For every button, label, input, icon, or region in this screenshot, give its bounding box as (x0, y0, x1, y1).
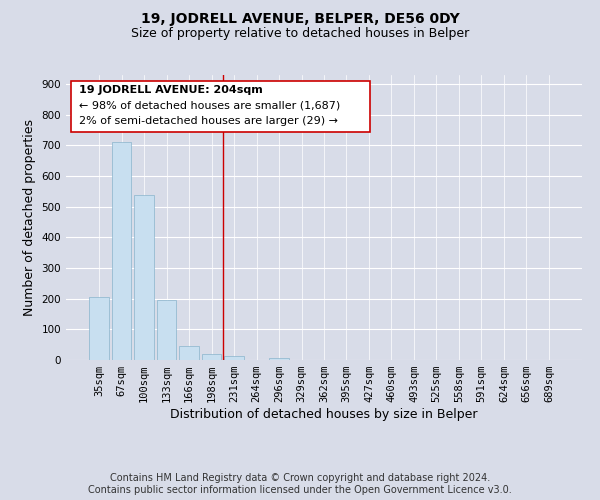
Bar (224, 356, 244, 360)
Bar (179, 346, 199, 360)
Text: Contains HM Land Registry data © Crown copyright and database right 2024.
Contai: Contains HM Land Registry data © Crown c… (88, 474, 512, 495)
Bar (269, 358, 289, 360)
FancyBboxPatch shape (71, 80, 370, 132)
Bar (157, 300, 176, 360)
Text: 2% of semi-detached houses are larger (29) →: 2% of semi-detached houses are larger (2… (79, 116, 338, 126)
X-axis label: Distribution of detached houses by size in Belper: Distribution of detached houses by size … (170, 408, 478, 421)
Bar (89, 297, 109, 360)
Text: 19, JODRELL AVENUE, BELPER, DE56 0DY: 19, JODRELL AVENUE, BELPER, DE56 0DY (140, 12, 460, 26)
Bar (112, 142, 131, 360)
Bar (202, 354, 221, 360)
Text: 19 JODRELL AVENUE: 204sqm: 19 JODRELL AVENUE: 204sqm (79, 85, 263, 95)
Text: ← 98% of detached houses are smaller (1,687): ← 98% of detached houses are smaller (1,… (79, 100, 340, 110)
Text: Size of property relative to detached houses in Belper: Size of property relative to detached ho… (131, 28, 469, 40)
Bar (134, 196, 154, 360)
Y-axis label: Number of detached properties: Number of detached properties (23, 119, 36, 316)
